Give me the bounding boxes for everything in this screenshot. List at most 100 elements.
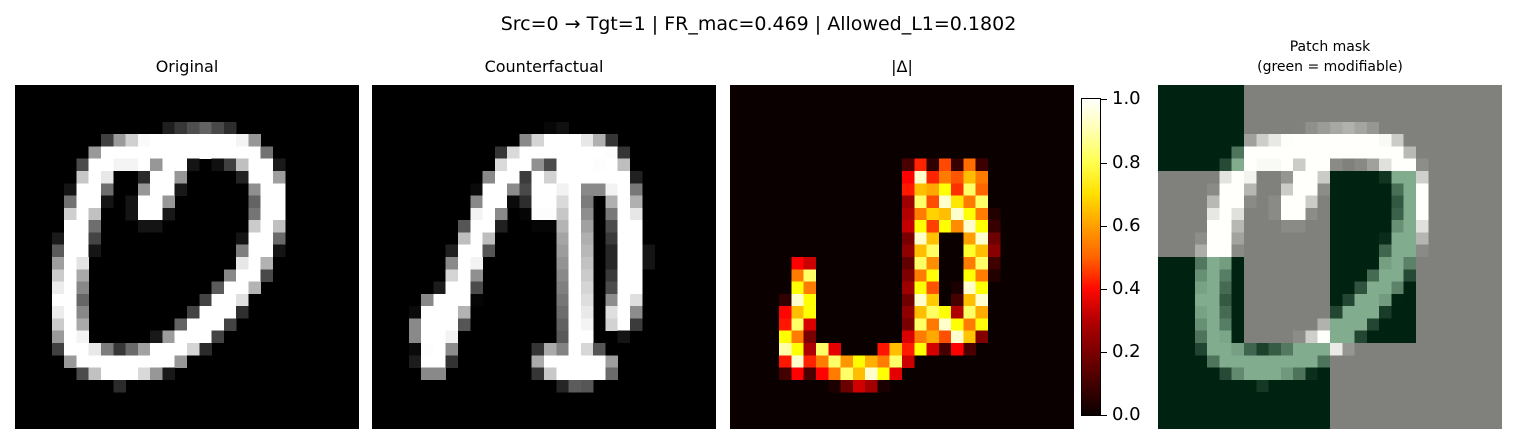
mask-cell: [1330, 330, 1343, 344]
heatmap-cell: [617, 269, 631, 282]
mask-cell: [1465, 379, 1478, 393]
heatmap-cell: [593, 343, 606, 356]
heatmap-cell: [605, 232, 618, 245]
mask-cell: [1182, 257, 1196, 270]
mask-cell: [1219, 367, 1232, 381]
mask-cell: [1354, 330, 1368, 344]
mask-cell: [1293, 392, 1306, 405]
heatmap-cell: [408, 318, 422, 331]
mask-cell: [1207, 257, 1220, 270]
mask-cell: [1194, 416, 1208, 429]
mask-cell: [1391, 121, 1404, 135]
heatmap-cell: [519, 134, 532, 147]
heatmap-cell: [445, 257, 459, 270]
heatmap-cell: [580, 158, 594, 172]
heatmap-cell: [779, 330, 792, 344]
mask-cell: [1416, 257, 1429, 270]
heatmap-cell: [64, 232, 77, 245]
mask-cell: [1182, 293, 1196, 307]
mask-cell: [1158, 293, 1171, 307]
heatmap-cell: [926, 269, 940, 282]
heatmap-cell: [408, 355, 422, 368]
heatmap-cell: [951, 158, 964, 172]
heatmap-cell: [803, 367, 817, 381]
mask-cell: [1256, 171, 1269, 184]
heatmap-cell: [113, 146, 126, 159]
mask-cell: [1219, 85, 1232, 98]
mask-cell: [1391, 195, 1404, 209]
heatmap-cell: [988, 257, 1001, 270]
heatmap-cell: [605, 220, 618, 233]
heatmap-cell: [963, 207, 976, 221]
heatmap-cell: [458, 281, 471, 295]
mask-cell: [1416, 207, 1429, 221]
heatmap-cell: [260, 257, 274, 270]
mask-cell: [1366, 158, 1380, 172]
mask-cell: [1194, 195, 1208, 209]
mask-cell: [1379, 257, 1392, 270]
mask-cell: [1305, 367, 1318, 381]
heatmap-cell: [494, 220, 508, 233]
heatmap-cell: [408, 330, 422, 344]
mask-cell: [1170, 232, 1183, 245]
mask-cell: [1170, 171, 1183, 184]
heatmap-cell: [433, 343, 446, 356]
mask-cell: [1416, 109, 1429, 123]
mask-cell: [1280, 158, 1294, 172]
heatmap-cell: [162, 183, 175, 196]
mask-cell: [1330, 257, 1343, 270]
mask-cell: [1354, 379, 1368, 393]
mask-cell: [1391, 269, 1404, 282]
mask-cell: [1231, 306, 1245, 319]
mask-cell: [1477, 207, 1490, 221]
mask-cell: [1158, 281, 1171, 295]
mask-cell: [1416, 195, 1429, 209]
heatmap-cell: [162, 367, 175, 381]
mask-cell: [1391, 85, 1404, 98]
heatmap-cell: [791, 355, 804, 368]
mask-cell: [1305, 171, 1318, 184]
mask-cell: [1440, 183, 1454, 196]
mask-cell: [1330, 416, 1343, 429]
mask-cell: [1330, 85, 1343, 98]
heatmap-cell: [963, 269, 976, 282]
heatmap-cell: [64, 220, 77, 233]
heatmap-cell: [125, 146, 139, 159]
mask-cell: [1354, 306, 1368, 319]
mask-cell: [1182, 121, 1196, 135]
heatmap-cell: [791, 257, 804, 270]
mask-cell: [1280, 404, 1294, 417]
mask-cell: [1354, 134, 1368, 147]
mask-cell: [1207, 85, 1220, 98]
heatmap-cell: [174, 330, 188, 344]
mask-cell: [1342, 195, 1355, 209]
heatmap-cell: [840, 379, 854, 393]
mask-cell: [1231, 97, 1245, 110]
heatmap-cell: [963, 306, 976, 319]
mask-cell: [1256, 158, 1269, 172]
heatmap-cell: [51, 306, 65, 319]
mask-cell: [1477, 171, 1490, 184]
heatmap-cell: [617, 195, 631, 209]
mask-cell: [1440, 416, 1454, 429]
heatmap-cell: [803, 281, 817, 295]
heatmap-cell: [975, 293, 989, 307]
heatmap-cell: [248, 220, 261, 233]
mask-cell: [1428, 146, 1441, 159]
mask-cell: [1342, 281, 1355, 295]
mask-cell: [1305, 183, 1318, 196]
heatmap-cell: [150, 330, 163, 344]
heatmap-cell: [88, 207, 102, 221]
mask-cell: [1465, 343, 1478, 356]
mask-cell: [1477, 257, 1490, 270]
mask-cell: [1170, 85, 1183, 98]
mask-cell: [1452, 146, 1466, 159]
heatmap-cell: [803, 306, 817, 319]
mask-cell: [1280, 318, 1294, 331]
mask-cell: [1158, 367, 1171, 381]
heatmap-cell: [938, 330, 952, 344]
mask-cell: [1244, 109, 1257, 123]
mask-cell: [1416, 171, 1429, 184]
heatmap-cell: [162, 158, 175, 172]
heatmap-cell: [580, 318, 594, 331]
